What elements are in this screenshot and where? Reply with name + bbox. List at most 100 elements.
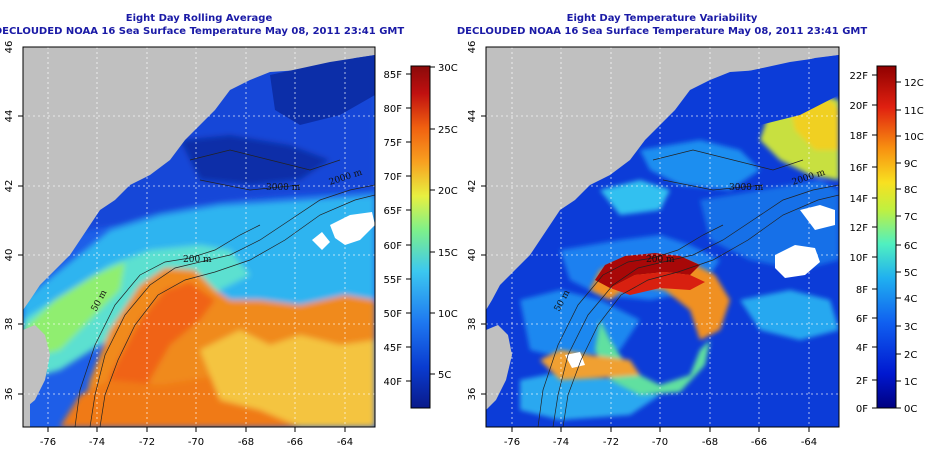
right-cb-c-tick: 5C (904, 268, 917, 279)
right-cb-c-tick: 3C (904, 322, 917, 333)
right-cb-f-tick: 18F (850, 131, 869, 142)
left-cloud-1 (330, 212, 375, 245)
right-cb-c-tick: 4C (904, 294, 917, 305)
left-cb-c-tick: 15C (438, 248, 458, 259)
right-ring-south (540, 350, 640, 380)
right-cb-f-tick: 0F (856, 404, 868, 415)
right-cloud-2 (800, 205, 835, 230)
left-map: 50 m 200 m 2000 m 3000 m (23, 47, 375, 427)
left-cloud-2 (312, 232, 330, 250)
left-land-novascotia (270, 55, 375, 125)
right-var-patch-4 (640, 140, 760, 190)
right-land-southcoast (486, 325, 512, 410)
left-x-tick: -76 (40, 437, 56, 448)
left-cb-f-tick: 45F (384, 343, 403, 354)
left-cb-c-tick: 30C (438, 63, 458, 74)
left-x-tick: -72 (139, 437, 155, 448)
right-cb-c-tick: 1C (904, 377, 917, 388)
right-cb-c-tick: 0C (904, 404, 917, 415)
right-contour-label-3000: 3000 m (729, 183, 764, 193)
left-cb-f-tick: 60F (384, 241, 403, 252)
right-y-axis: 36 38 40 42 44 46 (467, 41, 486, 401)
right-cb-f-tick: 14F (850, 194, 869, 205)
right-map-frame (485, 46, 840, 428)
left-cb-f-tick: 55F (384, 275, 403, 286)
left-contour-label-3000: 3000 m (266, 183, 301, 193)
right-cb-c-tick: 8C (904, 185, 917, 196)
left-map-frame (22, 46, 376, 428)
right-var-cyan-2 (740, 290, 839, 340)
right-x-tick: -72 (603, 437, 619, 448)
right-contour-label-200: 200 m (646, 255, 675, 265)
left-cb-f-tick: 40F (384, 377, 403, 388)
left-x-axis: -76 -74 -72 -70 -68 -66 -64 (40, 427, 353, 448)
right-cb-f-tick: 12F (850, 223, 869, 234)
right-map: 50 m 200 m 2000 m 3000 m (486, 47, 839, 427)
left-cb-f-tick: 50F (384, 309, 403, 320)
left-y-tick: 42 (4, 180, 15, 193)
right-cb-f-tick: 22F (850, 71, 869, 82)
right-x-tick: -70 (652, 437, 668, 448)
right-x-tick: -74 (553, 437, 569, 448)
left-yellow-shelf (200, 330, 375, 427)
left-title-line1: Eight Day Rolling Average (126, 13, 273, 24)
right-x-tick: -64 (801, 437, 817, 448)
left-contours (74, 149, 375, 427)
left-land-delmarva (23, 360, 30, 427)
right-cb-c-tick: 7C (904, 212, 917, 223)
left-cb-f-tick: 80F (384, 104, 403, 115)
left-cb-c-tick: 25C (438, 125, 458, 136)
right-cb-f-tick: 16F (850, 163, 869, 174)
left-y-tick: 36 (4, 388, 15, 401)
left-cb-f-tick: 75F (384, 138, 403, 149)
left-x-tick: -64 (337, 437, 353, 448)
right-cb-c-tick: 6C (904, 241, 917, 252)
right-cb-c-tick: 2C (904, 350, 917, 361)
right-title-line1: Eight Day Temperature Variability (567, 13, 758, 24)
right-colorbar: 0F 2F 4F 6F 8F 10F 12F 14F 16F 18F 20F 2… (850, 65, 924, 415)
left-cb-c-tick: 20C (438, 186, 458, 197)
right-cb-c-tick: 11C (904, 106, 924, 117)
right-x-axis: -76 -74 -72 -70 -68 -66 -64 (504, 427, 817, 448)
right-land-mainland (486, 47, 839, 310)
right-y-tick: 40 (467, 249, 478, 262)
right-cloud-3 (565, 352, 585, 368)
right-cb-f-tick: 10F (850, 253, 869, 264)
left-colorbar-ramp (410, 65, 431, 409)
left-cb-f-tick: 70F (384, 172, 403, 183)
left-title-line2: DECLOUDED NOAA 16 Sea Surface Temperatur… (0, 26, 404, 37)
left-y-tick: 40 (4, 249, 15, 262)
right-title-line2: DECLOUDED NOAA 16 Sea Surface Temperatur… (457, 26, 868, 37)
left-contour-label-200: 200 m (183, 255, 212, 265)
left-coastal-green (23, 262, 125, 360)
left-y-axis: 36 38 40 42 44 46 (4, 41, 23, 401)
right-y-tick: 38 (467, 318, 478, 331)
right-y-tick: 42 (467, 180, 478, 193)
right-x-tick: -68 (702, 437, 718, 448)
right-cb-f-tick: 8F (856, 285, 868, 296)
left-y-tick: 44 (4, 110, 15, 123)
right-cb-f-tick: 2F (856, 376, 868, 387)
left-x-tick: -66 (287, 437, 303, 448)
left-land-mainland (23, 47, 375, 310)
right-ring-core-2 (610, 272, 705, 295)
left-y-tick: 46 (4, 41, 15, 54)
right-land-novascotia (730, 55, 839, 125)
left-y-tick: 38 (4, 318, 15, 331)
left-x-tick: -70 (188, 437, 204, 448)
right-cb-c-tick: 12C (904, 78, 924, 89)
left-cb-c-tick: 10C (438, 309, 458, 320)
left-colorbar: 40F 45F 50F 55F 60F 65F 70F 75F 80F 85F … (384, 63, 458, 409)
left-gulf-maine (180, 135, 330, 185)
right-var-cyan-1 (600, 180, 670, 215)
left-cb-f-tick: 85F (384, 70, 403, 81)
right-x-tick: -66 (751, 437, 767, 448)
right-cb-f-tick: 20F (850, 101, 869, 112)
right-y-tick: 36 (467, 388, 478, 401)
right-y-tick: 46 (467, 41, 478, 54)
left-cb-f-tick: 65F (384, 206, 403, 217)
right-cb-f-tick: 6F (856, 314, 868, 325)
right-colorbar-ramp (876, 65, 897, 409)
left-x-tick: -74 (89, 437, 105, 448)
